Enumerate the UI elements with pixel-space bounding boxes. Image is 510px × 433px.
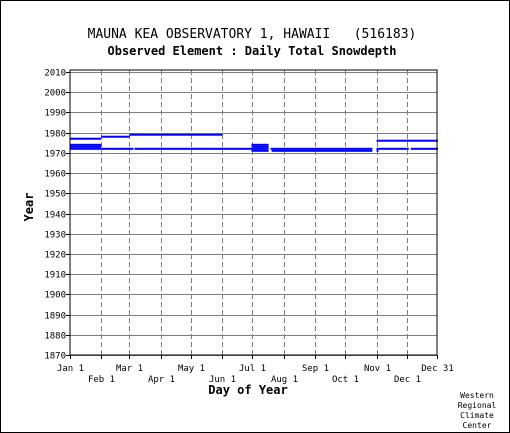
x-tick-label: Jan 1 — [57, 364, 84, 374]
y-tick-label: 1890 — [44, 312, 66, 322]
y-tick-label: 1990 — [44, 109, 66, 119]
x-tick-label: Apr 1 — [148, 375, 175, 385]
data-segment — [134, 147, 257, 150]
data-segments — [70, 133, 438, 152]
chart-title: MAUNA KEA OBSERVATORY 1, HAWAII (516183) — [88, 27, 417, 42]
data-segment — [271, 149, 373, 152]
y-axis: 1870 1880 1890 1900 1910 1920 1930 1940 1950 1960… — [44, 69, 70, 362]
x-tick-label: Aug 1 — [271, 375, 298, 385]
x-tick-label: Feb 1 — [88, 375, 115, 385]
data-segment — [256, 147, 269, 150]
plot-area-border — [69, 69, 438, 356]
y-tick-label: 1970 — [44, 150, 66, 160]
data-segment — [251, 145, 269, 148]
data-segment — [251, 143, 269, 146]
data-segment — [70, 145, 102, 148]
y-tick-label: 1950 — [44, 190, 66, 200]
y-tick-label: 1980 — [44, 130, 66, 140]
credit-line-2: Regional — [458, 401, 497, 410]
y-tick-label: 1880 — [44, 332, 66, 342]
data-segment — [376, 149, 379, 152]
y-tick-label: 1920 — [44, 251, 66, 261]
x-axis-label: Day of Year — [208, 383, 287, 397]
x-tick-label: Dec 1 — [394, 375, 421, 385]
grid — [70, 70, 437, 356]
x-tick-label: Jul 1 — [239, 364, 266, 374]
credit-line-1: Western — [460, 391, 494, 400]
y-tick-label: 1960 — [44, 170, 66, 180]
data-segment — [251, 149, 269, 152]
x-tick-label: Nov 1 — [364, 364, 391, 374]
x-tick-label: Mar 1 — [116, 364, 143, 374]
y-tick-label: 1870 — [44, 352, 66, 362]
data-segment — [376, 147, 409, 150]
x-tick-label: Oct 1 — [332, 375, 359, 385]
data-segment — [70, 147, 102, 150]
x-tick-label: Sep 1 — [302, 364, 329, 374]
credit-line-3: Climate — [460, 411, 494, 420]
x-tick-label: May 1 — [178, 364, 205, 374]
x-tick-label: Jun 1 — [209, 375, 236, 385]
data-segment — [270, 147, 373, 150]
credit-line-4: Center — [463, 421, 492, 430]
x-tick-label: Dec 31 — [421, 364, 454, 374]
y-tick-label: 2010 — [44, 69, 66, 79]
y-tick-label: 1930 — [44, 231, 66, 241]
y-axis-label: Year — [22, 193, 36, 222]
y-tick-label: 2000 — [44, 89, 66, 99]
data-segment — [130, 147, 134, 150]
y-tick-label: 1910 — [44, 271, 66, 281]
y-tick-label: 1940 — [44, 211, 66, 221]
data-segment — [376, 139, 438, 142]
chart-subtitle: Observed Element : Daily Total Snowdepth — [108, 44, 397, 58]
data-segment — [410, 147, 438, 150]
data-segment — [129, 133, 223, 136]
x-axis: Jan 1 Mar 1 May 1 Jul 1 Sep 1 Nov 1 Dec 31 Feb … — [57, 355, 454, 385]
data-segment — [101, 135, 130, 138]
y-tick-label: 1900 — [44, 291, 66, 301]
data-segment — [70, 143, 102, 146]
data-segment — [70, 137, 102, 140]
data-segment — [101, 147, 131, 150]
